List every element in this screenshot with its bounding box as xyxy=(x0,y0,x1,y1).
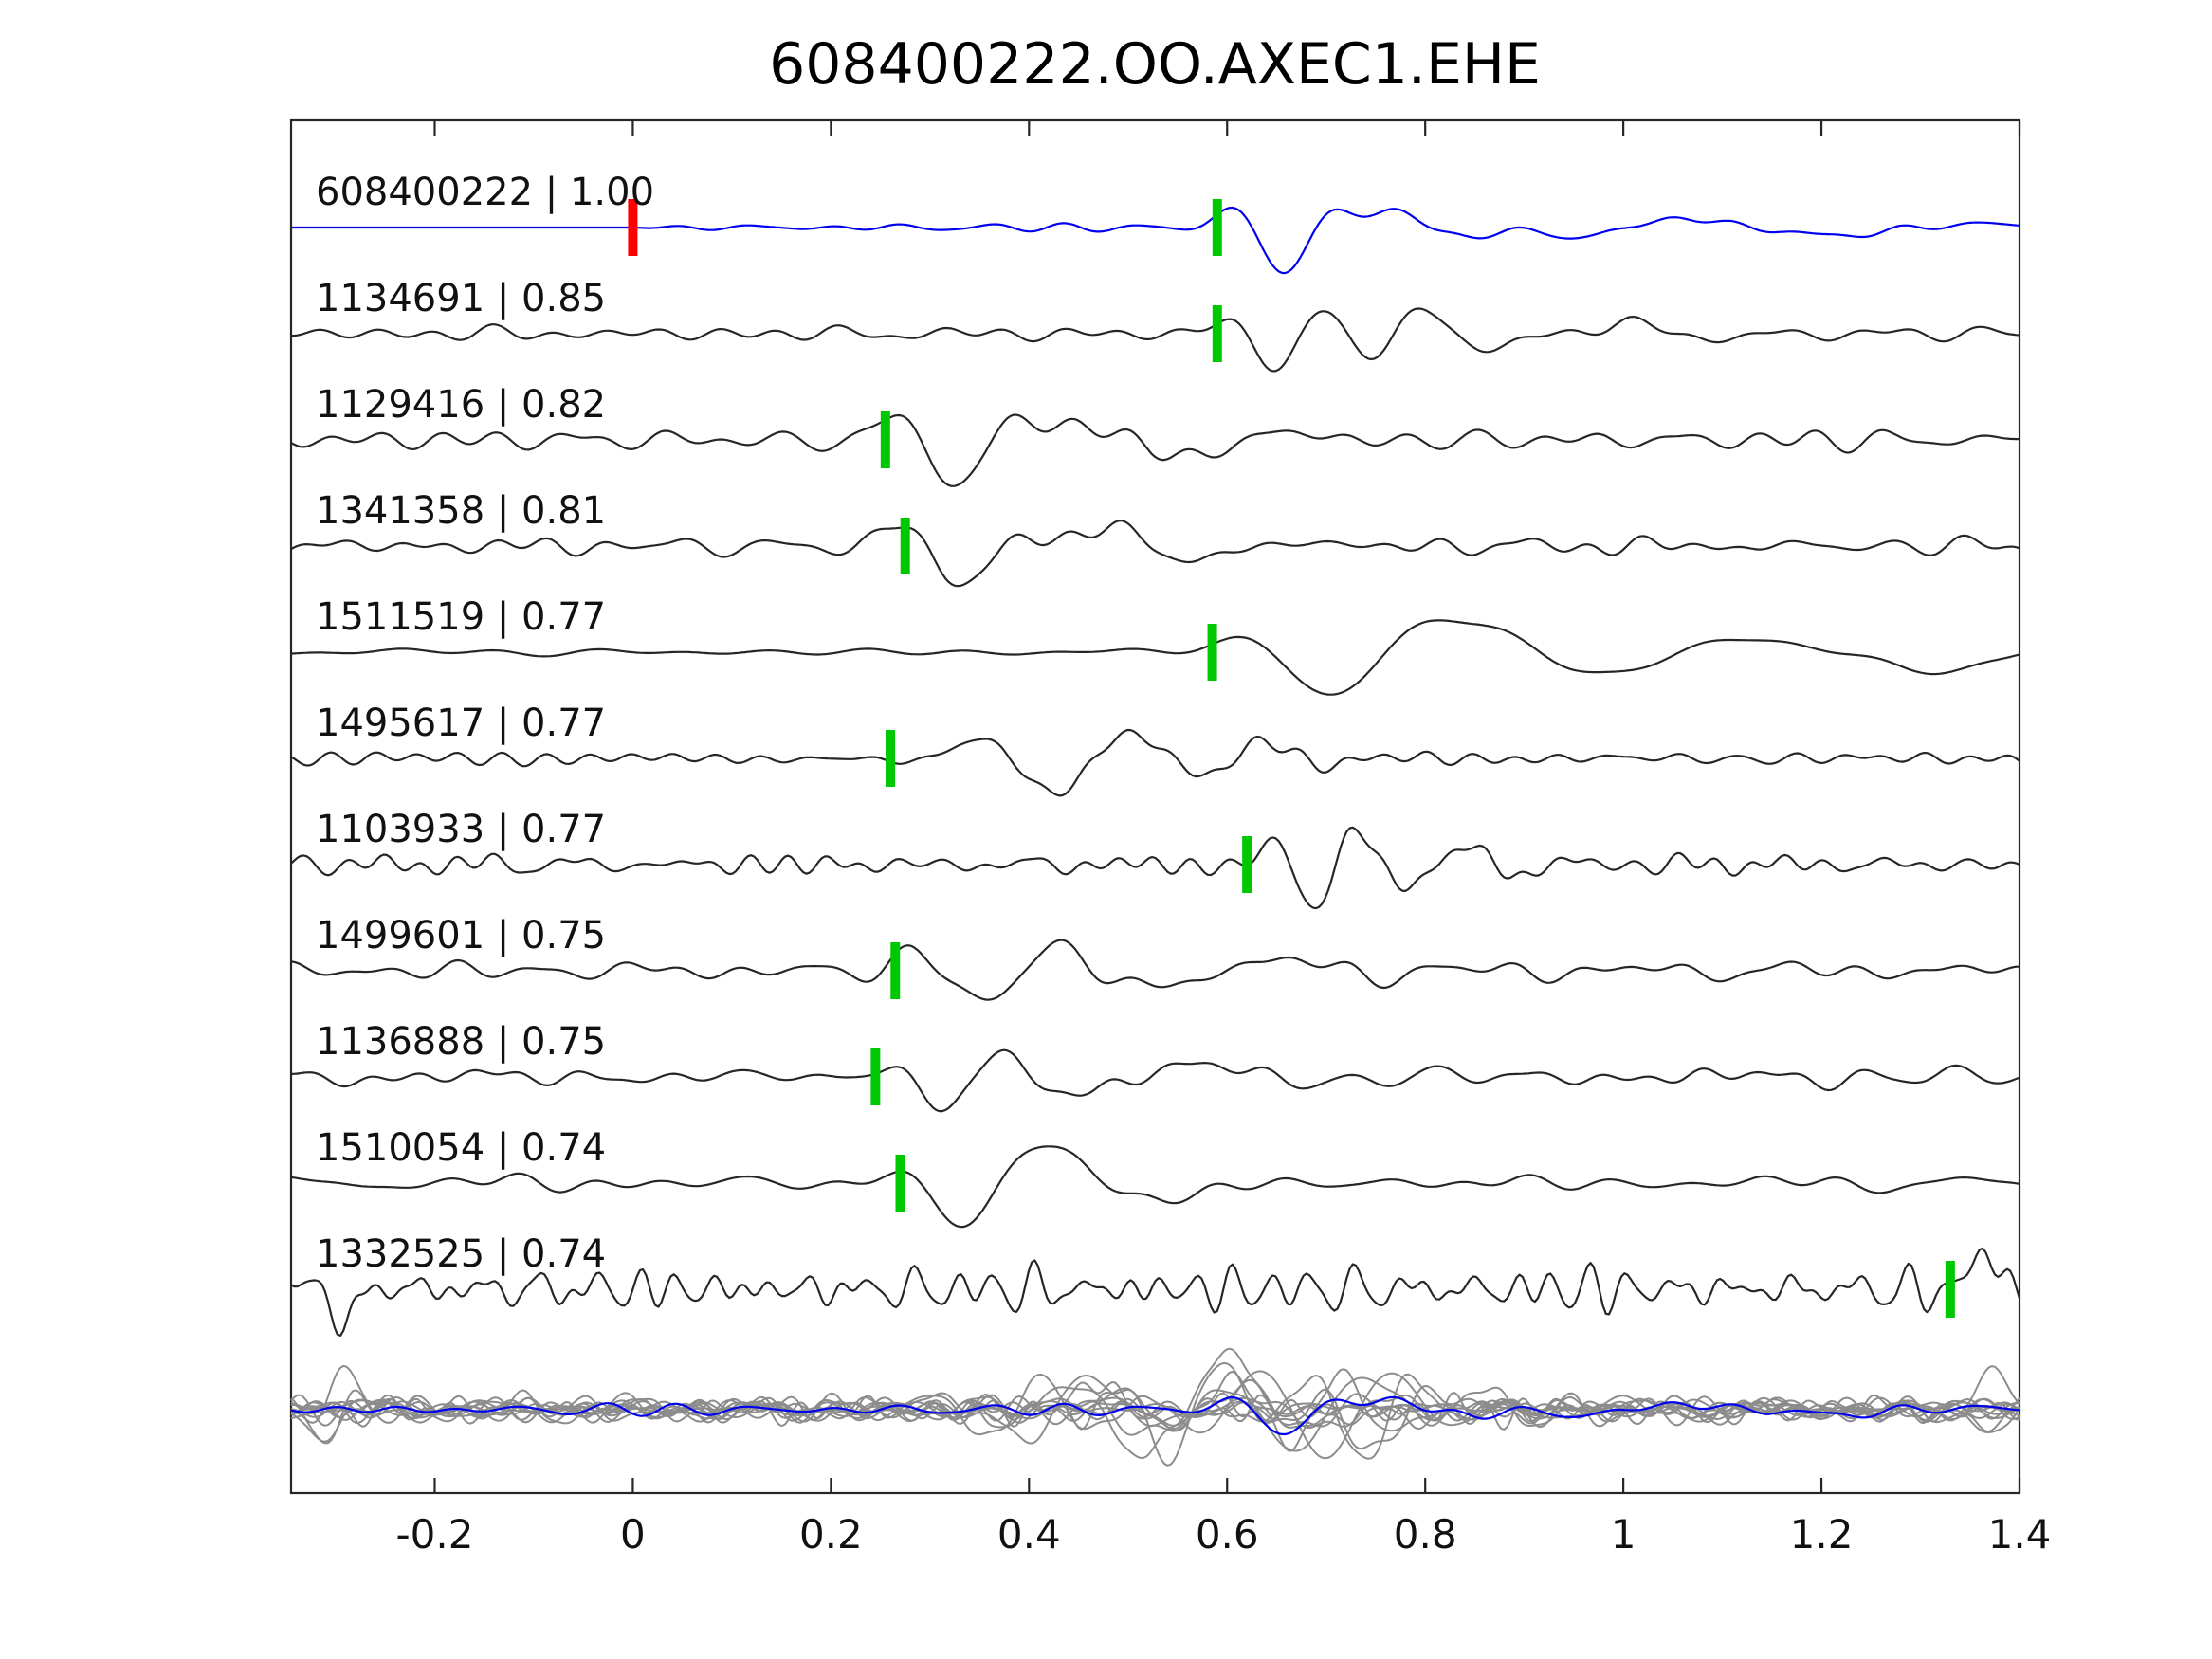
waveform-trace-1103933 xyxy=(290,826,2020,910)
waveform-trace-1499601 xyxy=(290,939,2020,1001)
axes-frame xyxy=(289,118,2021,1495)
chart-title: 608400222.OO.AXEC1.EHE xyxy=(769,31,1541,98)
trace-label-1499601: 1499601 | 0.75 xyxy=(316,914,606,957)
trace-label-1136888: 1136888 | 0.75 xyxy=(316,1020,606,1064)
overlay-template-trace xyxy=(290,1395,2020,1436)
x-tick-label: 1.2 xyxy=(1790,1511,1854,1558)
waveform-trace-1136888 xyxy=(290,1048,2020,1113)
x-tick-label: 0.2 xyxy=(799,1511,863,1558)
waveform-trace-608400222 xyxy=(291,206,2020,275)
waveform-trace-1495617 xyxy=(290,728,2020,797)
waveform-trace-1510054 xyxy=(290,1145,2020,1229)
waveform-trace-1134691 xyxy=(291,307,2020,373)
trace-label-1129416: 1129416 | 0.82 xyxy=(316,383,606,427)
x-tick-label: -0.2 xyxy=(396,1511,474,1558)
trace-label-1134691: 1134691 | 0.85 xyxy=(316,277,606,320)
x-tick-label: 1 xyxy=(1611,1511,1636,1558)
overlay-trace xyxy=(290,1376,2020,1452)
overlay-trace xyxy=(290,1375,2020,1445)
x-tick-label: 0 xyxy=(620,1511,646,1558)
waveform-trace-1511519 xyxy=(290,619,2020,696)
trace-label-1332525: 1332525 | 0.74 xyxy=(316,1232,606,1276)
trace-label-608400222: 608400222 | 1.00 xyxy=(316,171,654,214)
trace-label-1510054: 1510054 | 0.74 xyxy=(316,1126,606,1170)
x-tick-label: 0.8 xyxy=(1394,1511,1457,1558)
plot-area: -0.2 0 0.2 0.4 0.6 0.8 1 1.2 1.4 608400222 | 1.00… xyxy=(289,118,2052,1558)
x-tick-label: 1.4 xyxy=(1988,1511,2052,1558)
x-tick-label: 0.4 xyxy=(997,1511,1061,1558)
waveform-trace-1332525 xyxy=(290,1247,2021,1337)
overlay-trace xyxy=(290,1368,2020,1452)
overlay-trace xyxy=(290,1373,2020,1460)
waveform-trace-1341358 xyxy=(290,520,2020,588)
trace-label-1341358: 1341358 | 0.81 xyxy=(316,489,606,533)
x-tick-label: 0.6 xyxy=(1196,1511,1259,1558)
trace-label-1511519: 1511519 | 0.77 xyxy=(316,595,606,639)
trace-label-1103933: 1103933 | 0.77 xyxy=(316,808,606,851)
waveform-trace-1129416 xyxy=(290,413,2020,487)
trace-label-1495617: 1495617 | 0.77 xyxy=(316,702,606,745)
